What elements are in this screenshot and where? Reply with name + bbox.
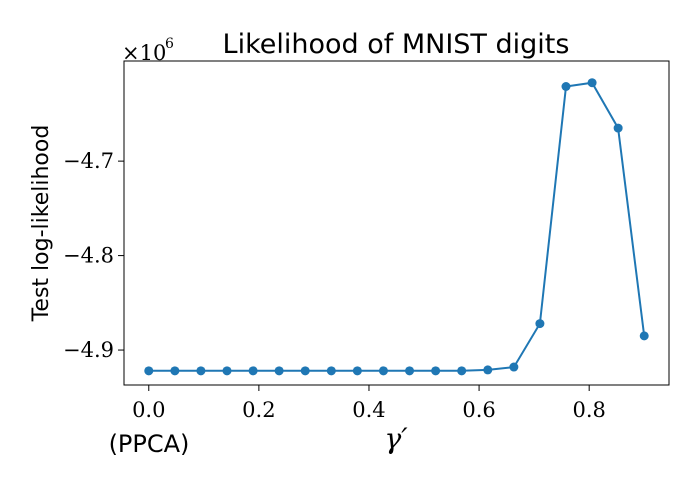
x-tick-label: 0.6 [462,398,495,422]
data-point [613,123,623,133]
data-point [535,319,545,329]
data-point [352,366,362,376]
data-point [248,366,258,376]
x-tick-label: 0.2 [242,398,275,422]
data-point [378,366,388,376]
data-point [274,366,284,376]
y-axis-label: Test log-likelihood [29,125,54,323]
x-tick-label: 0.4 [352,398,385,422]
data-point [509,362,519,372]
series-points [144,78,649,376]
data-point [639,331,649,341]
data-point [300,366,310,376]
y-tick-label: −4.7 [63,149,114,173]
data-point [326,366,336,376]
plot-area [123,60,670,386]
data-point [144,366,154,376]
y-tick-label: −4.8 [63,244,114,268]
data-point [196,366,206,376]
data-point [587,78,597,88]
data-point [170,366,180,376]
data-point [222,366,232,376]
data-point [483,365,493,375]
data-point [431,366,441,376]
x-annotation-ppca: (PPCA) [109,430,190,458]
data-point [405,366,415,376]
data-point [561,82,571,92]
series-line [148,81,646,372]
x-axis: 0.0 0.2 0.4 0.6 0.8 [132,385,606,422]
x-tick-label: 0.0 [132,398,165,422]
x-axis-label: γ′ [384,422,408,455]
data-point [457,366,467,376]
y-axis: −4.9 −4.8 −4.7 [63,149,124,362]
y-tick-label: −4.9 [63,338,114,362]
y-offset-exponent: 6 [165,36,174,52]
chart-title: Likelihood of MNIST digits [223,29,570,60]
x-tick-label: 0.8 [572,398,605,422]
